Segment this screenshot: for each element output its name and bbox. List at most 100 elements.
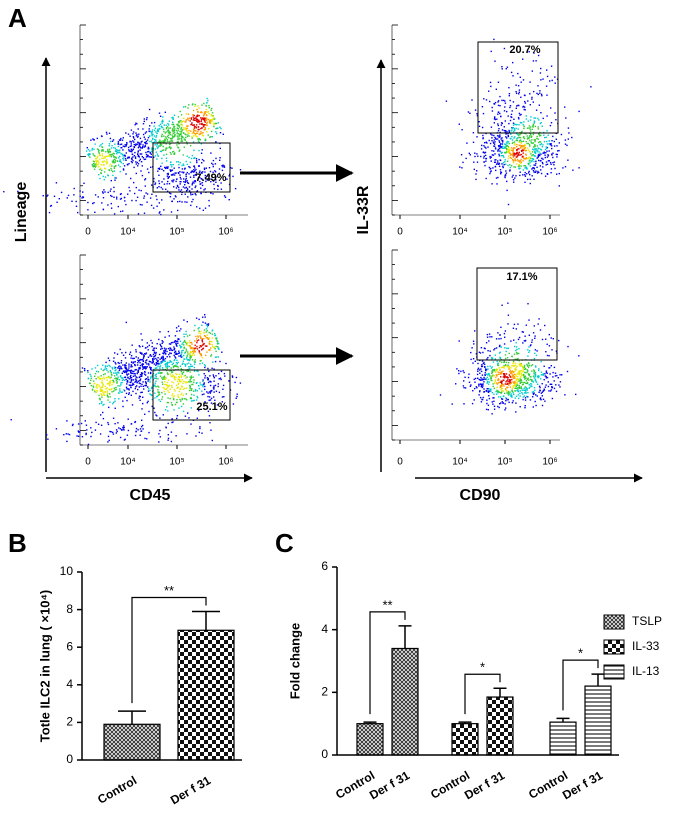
cell-dot <box>493 38 495 41</box>
cell-dot <box>552 135 554 138</box>
cell-dot <box>487 409 489 411</box>
cell-dot <box>176 353 179 355</box>
cell-dot <box>172 136 174 139</box>
cell-dot <box>176 135 178 137</box>
cell-dot <box>505 152 507 154</box>
x-axis-label: CD45 <box>130 487 171 504</box>
cell-dot <box>105 367 108 370</box>
cell-dot <box>538 133 540 135</box>
cell-dot <box>111 374 113 376</box>
cell-dot <box>522 398 524 401</box>
cell-dot <box>511 176 513 178</box>
cell-dot <box>508 155 510 157</box>
cell-dot <box>123 425 125 427</box>
cell-dot <box>497 371 499 373</box>
cell-dot <box>128 365 130 367</box>
cell-dot <box>104 391 106 393</box>
cell-dot <box>185 382 187 384</box>
cell-dot <box>158 393 161 396</box>
cell-dot <box>142 157 145 159</box>
cell-dot <box>535 366 537 368</box>
cell-dot <box>116 160 119 162</box>
cell-dot <box>545 147 548 149</box>
cell-dot <box>529 383 532 385</box>
cell-dot <box>514 158 516 160</box>
cell-dot <box>168 147 170 149</box>
cell-dot <box>102 417 105 420</box>
cell-dot <box>521 130 523 133</box>
cell-dot <box>151 361 153 363</box>
cell-dot <box>181 356 184 358</box>
cell-dot <box>502 390 505 392</box>
cell-dot <box>190 351 193 353</box>
cell-dot <box>117 143 119 145</box>
cell-dot <box>192 131 195 133</box>
cell-dot <box>493 122 495 124</box>
cell-dot <box>458 370 460 372</box>
cell-dot <box>110 380 112 382</box>
cell-dot <box>219 377 222 379</box>
cell-dot <box>496 369 498 372</box>
cell-dot <box>132 379 135 381</box>
cell-dot <box>511 402 514 404</box>
cell-dot <box>145 378 148 380</box>
cell-dot <box>100 393 102 395</box>
cell-dot <box>135 386 137 388</box>
cell-dot <box>556 153 558 156</box>
cell-dot <box>178 126 181 128</box>
cell-dot <box>164 111 166 113</box>
cell-dot <box>131 344 133 346</box>
cell-dot <box>90 377 93 379</box>
cell-dot <box>190 355 192 357</box>
cell-dot <box>166 406 168 408</box>
cell-dot <box>146 363 148 365</box>
cell-dot <box>109 165 111 167</box>
cell-dot <box>214 332 216 335</box>
cell-dot <box>114 147 117 149</box>
cell-dot <box>130 372 132 374</box>
cell-dot <box>113 375 116 377</box>
cell-dot <box>177 338 179 340</box>
cell-dot <box>172 132 175 135</box>
cell-dot <box>188 381 190 383</box>
cell-dot <box>553 366 556 369</box>
cell-dot <box>66 197 68 199</box>
cell-dot <box>167 386 169 389</box>
cell-dot <box>101 142 104 145</box>
cell-dot <box>192 350 194 352</box>
cell-dot <box>79 195 81 197</box>
cell-dot <box>545 161 548 163</box>
cell-dot <box>156 343 158 345</box>
cell-dot <box>503 360 505 362</box>
cell-dot <box>93 154 95 157</box>
cell-dot <box>210 340 212 343</box>
cell-dot <box>151 122 153 124</box>
cell-dot <box>168 183 171 185</box>
cell-dot <box>211 337 214 339</box>
cell-dot <box>184 351 187 353</box>
cell-dot <box>497 382 500 384</box>
cell-dot <box>168 391 170 394</box>
cell-dot <box>179 365 182 367</box>
cell-dot <box>529 93 531 95</box>
cell-dot <box>529 378 532 381</box>
cell-dot <box>100 164 102 166</box>
cell-dot <box>534 139 536 141</box>
cell-dot <box>187 182 190 185</box>
cell-dot <box>115 149 117 151</box>
cell-dot <box>512 386 514 388</box>
cell-dot <box>509 169 511 171</box>
cell-dot <box>518 91 520 93</box>
cell-dot <box>162 383 164 385</box>
cell-dot <box>209 136 211 138</box>
cell-dot <box>180 131 183 133</box>
cell-dot <box>516 123 518 126</box>
cell-dot <box>102 150 104 152</box>
cell-dot <box>505 397 507 399</box>
cell-dot <box>493 143 496 145</box>
cell-dot <box>119 365 121 367</box>
cell-dot <box>163 149 165 151</box>
cell-dot <box>514 385 516 387</box>
cell-dot <box>523 381 526 384</box>
cell-dot <box>205 139 207 141</box>
